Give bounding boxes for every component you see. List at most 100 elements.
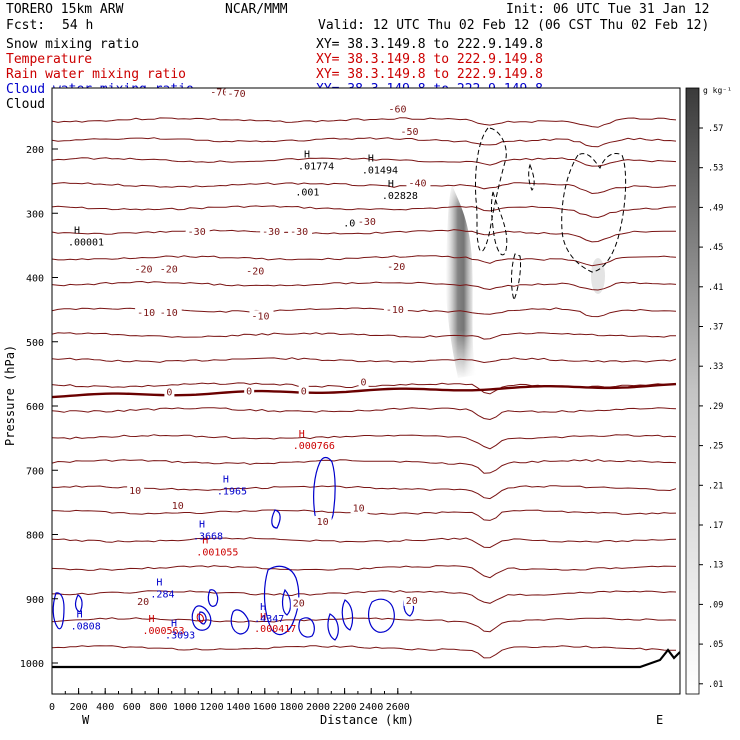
isotherm-label: -10: [252, 311, 270, 322]
isotherm-label-bg: [135, 307, 160, 319]
isotherm-line: [52, 255, 677, 267]
snow-contour-1: [475, 127, 507, 252]
cloud-contour-7: [191, 605, 212, 631]
snow-maximum-value: .00001: [68, 237, 104, 248]
rain-contour-1: [196, 613, 204, 623]
cloud-maximum-value: .3668: [193, 532, 223, 543]
cloud-contour-12: [327, 613, 339, 641]
isotherm-label: -40: [408, 178, 426, 189]
colorbar-tick-label: .37: [708, 323, 723, 333]
isotherm-label: -20: [160, 264, 178, 275]
isotherm-label: -30: [262, 227, 280, 238]
cloud-maximum-value: .1965: [217, 487, 247, 498]
isotherm-label: -20: [134, 264, 152, 275]
snow-maximum-marker: H: [74, 225, 80, 236]
rain-maximum-value: .000563: [142, 626, 184, 637]
isotherm-line: [52, 117, 677, 128]
legend-entry-name: Rain water mixing ratio: [6, 67, 186, 82]
cloud-maximum-value: .4347: [254, 614, 284, 625]
colorbar-tick-label: .49: [708, 203, 723, 213]
legend-entry-name: Temperature: [6, 52, 92, 67]
colorbar-tick-label: .33: [708, 362, 723, 372]
isotherm-label-bg: [208, 86, 233, 98]
terrain-line: [52, 648, 680, 669]
y-tick-label: 600: [26, 402, 44, 413]
ice-maximum-value: .001: [295, 187, 319, 198]
rain-maximum-value: .000766: [293, 441, 335, 452]
cloud-contour-1: [313, 456, 336, 525]
colorbar-tick-label: .21: [708, 481, 723, 491]
cloud-maximum-value: .3093: [165, 631, 195, 642]
cloud-water-contours: [52, 456, 415, 641]
y-axis-label: Pressure (hPa): [3, 345, 17, 446]
cloud-contour-6: [74, 594, 83, 613]
x-tick-label: 1000: [173, 702, 197, 713]
legend-entry-section: XY= 38.3.149.8 to 222.9.149.8: [316, 52, 543, 67]
isotherm-label: -60: [388, 104, 406, 115]
isotherm-label: 0: [246, 386, 252, 397]
isotherm-line: [52, 229, 677, 243]
isotherm-label: 10: [317, 517, 329, 528]
isotherm-label-bg: [244, 385, 255, 397]
center-title: NCAR/MMM: [225, 2, 288, 17]
isotherm-label-bg: [260, 226, 285, 238]
isotherm-label-bg: [383, 303, 408, 315]
colorbar-tick-label: .29: [708, 402, 723, 412]
isotherm-label: -20: [246, 266, 264, 277]
x-tick-label: 1200: [200, 702, 224, 713]
rain-maximum-marker: H: [260, 612, 266, 623]
x-tick-label: 0: [49, 702, 55, 713]
cloud-maximum-value: .0808: [71, 622, 101, 633]
snow-maximum-marker: H: [368, 153, 374, 164]
x-tick-label: 1400: [226, 702, 250, 713]
x-tick-label: 2400: [359, 702, 383, 713]
colorbar-unit: g kg⁻¹: [703, 86, 732, 95]
cloud-contour-9: [207, 589, 219, 607]
isotherm-label: 0: [301, 386, 307, 397]
rain-maximum-marker: H: [148, 614, 154, 625]
isotherm-label: -10: [160, 308, 178, 319]
x-tick-label: 600: [123, 702, 141, 713]
init-time: Init: 06 UTC Tue 31 Jan 12: [506, 2, 710, 17]
cloud-maximum-marker: H: [223, 475, 229, 486]
isotherm-line: [52, 182, 677, 195]
east-label: E: [656, 713, 663, 727]
y-tick-label: 300: [26, 209, 44, 220]
forecast-hour: 54 h: [62, 18, 93, 33]
cloud-contour-11: [298, 617, 315, 638]
cloud-contour-14: [368, 598, 395, 633]
isotherm-label-bg: [358, 376, 369, 388]
isotherm-label-bg: [406, 177, 431, 189]
legend-entry-section: XY= 38.3.149.8 to 222.9.149.8: [316, 37, 543, 52]
isotherm-label-bg: [298, 385, 309, 397]
cloud-contour-13: [341, 599, 354, 631]
isotherm-label-bg: [164, 386, 175, 398]
cloud-maximum-marker: H: [77, 610, 83, 621]
plot-frame: [51, 87, 681, 695]
isotherm-label: -30: [188, 227, 206, 238]
isotherm-label: 10: [353, 503, 365, 514]
isotherm-label-bg: [290, 597, 308, 609]
isotherm-label: -50: [400, 127, 418, 138]
cloud-maximum-marker: H: [171, 619, 177, 630]
isotherm-line: [52, 459, 677, 474]
isotherm-line: [52, 590, 677, 604]
isotherm-line: [52, 157, 677, 167]
isotherm-line: [52, 280, 677, 291]
isotherm-line: [52, 645, 676, 659]
colorbar-tick-label: .13: [708, 561, 723, 571]
isotherm-label: -10: [386, 305, 404, 316]
isotherm-line: [52, 357, 677, 364]
isotherm-label-bg: [185, 226, 210, 238]
cloud-contour-4: [281, 588, 292, 616]
y-tick-label: 500: [26, 338, 44, 349]
cloud-contour-3: [263, 565, 300, 635]
isotherm-label-bg: [398, 125, 423, 137]
isotherm-label: 20: [137, 597, 149, 608]
isotherm-label-bg: [403, 594, 421, 606]
cloud-contour-10: [230, 609, 250, 635]
axes: 0 200 400 600 800 1000 1200 1400 1600 1800 2000 220…: [20, 145, 412, 713]
isotherm-label: 20: [293, 598, 305, 609]
rain-maximum-marker: H: [202, 536, 208, 547]
y-tick-label: 900: [26, 595, 44, 606]
